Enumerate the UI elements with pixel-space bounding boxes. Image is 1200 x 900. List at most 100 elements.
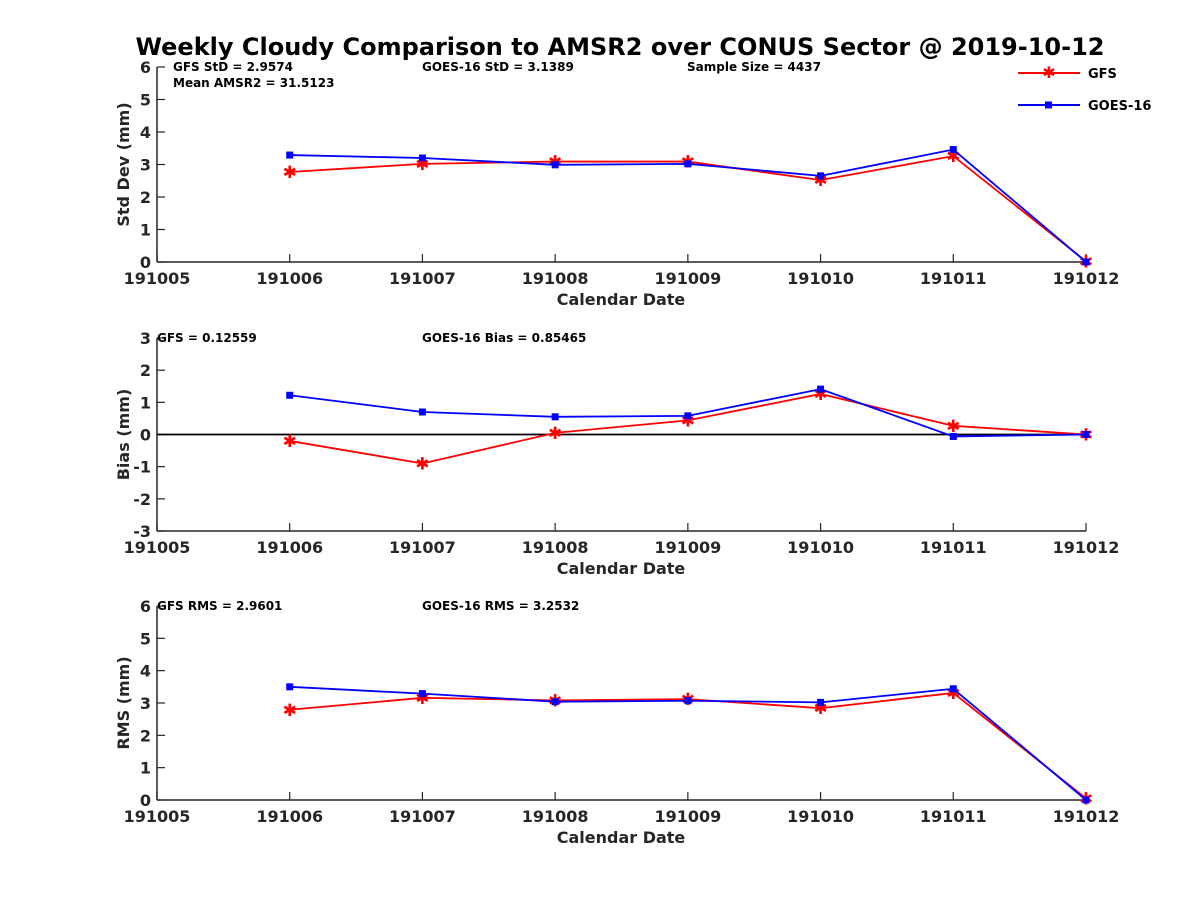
y-tick-label: -2 [133,490,151,509]
chart-legend: ✱ GFS GOES-16 [1018,63,1151,114]
stat-annotation: GOES-16 RMS = 3.2532 [422,599,579,613]
x-tick-label: 191008 [522,269,589,288]
legend-goes16-label: GOES-16 [1088,99,1151,114]
data-point-goes16 [286,391,294,399]
data-point-goes16 [949,685,957,693]
stat-annotation: Mean AMSR2 = 31.5123 [173,76,334,90]
stat-annotation: Sample Size = 4437 [687,60,821,74]
data-point-goes16 [1082,796,1090,804]
data-point-goes16 [817,698,825,706]
y-tick-label: 5 [140,91,151,110]
y-axis-label: RMS (mm) [114,656,133,749]
x-tick-label: 191009 [654,538,721,557]
x-tick-label: 191005 [124,269,191,288]
chart-panels: 191005 191006 191007 191008 191009 191010 1910… [114,58,1119,847]
y-tick-label: 0 [140,791,151,810]
chart-title: Weekly Cloudy Comparison to AMSR2 over C… [136,33,1105,61]
stat-annotation: GOES-16 StD = 3.1389 [422,60,574,74]
y-tick-label: 1 [140,759,151,778]
y-axis-label: Std Dev (mm) [114,102,133,226]
x-tick-label: 191008 [522,807,589,826]
data-point-gfs: ✱ [548,424,562,444]
data-point-gfs: ✱ [946,417,960,437]
x-tick-label: 191009 [654,269,721,288]
x-tick-label: 191010 [787,538,854,557]
panel-2: 191005 191006 191007 191008 191009 191010 1910… [114,329,1119,578]
x-tick-label: 191005 [124,807,191,826]
x-axis-label: Calendar Date [557,559,686,578]
data-point-gfs: ✱ [415,155,429,175]
data-point-goes16 [817,172,825,180]
y-tick-label: 4 [140,662,151,681]
data-point-gfs: ✱ [415,454,429,474]
data-point-goes16 [684,697,692,705]
y-tick-label: 2 [140,361,151,380]
legend-gfs-label: GFS [1088,67,1117,82]
data-point-gfs: ✱ [283,432,297,452]
x-tick-label: 191011 [920,269,987,288]
legend-goes16-marker [1045,101,1052,109]
data-point-goes16 [684,160,692,168]
data-point-gfs: ✱ [813,699,827,719]
y-tick-label: 1 [140,221,151,240]
panel-1: 191005 191006 191007 191008 191009 191010 1910… [114,58,1119,309]
y-tick-label: -1 [133,458,151,477]
panel-3: 191005 191006 191007 191008 191009 191010 1910… [114,597,1119,847]
data-point-goes16 [418,408,426,416]
data-point-gfs: ✱ [283,163,297,183]
x-tick-label: 191012 [1053,538,1120,557]
y-tick-label: 3 [140,694,151,713]
x-tick-label: 191006 [256,538,323,557]
data-point-goes16 [551,161,559,169]
data-point-goes16 [817,385,825,393]
y-tick-label: 0 [140,253,151,272]
y-tick-label: 4 [140,123,151,142]
y-tick-label: 3 [140,329,151,348]
stat-annotation: GFS StD = 2.9574 [173,60,293,74]
x-tick-label: 191012 [1053,807,1120,826]
data-point-goes16 [949,432,957,440]
x-tick-label: 191011 [920,538,987,557]
x-tick-label: 191006 [256,269,323,288]
x-tick-label: 191008 [522,538,589,557]
data-point-goes16 [684,412,692,420]
series-line-gfs [289,393,1087,465]
y-axis-label: Bias (mm) [114,389,133,481]
stat-annotation: GFS RMS = 2.9601 [157,599,282,613]
x-axis-label: Calendar Date [557,828,686,847]
data-point-gfs: ✱ [283,701,297,721]
y-tick-label: 6 [140,58,151,77]
data-point-goes16 [551,413,559,421]
x-tick-label: 191010 [787,269,854,288]
data-point-goes16 [949,146,957,154]
legend-gfs-marker: ✱ [1042,63,1055,82]
y-tick-label: 5 [140,629,151,648]
data-point-goes16 [286,683,294,691]
y-tick-label: 3 [140,156,151,175]
data-point-goes16 [1082,431,1090,438]
x-axis-label: Calendar Date [557,290,686,309]
data-point-goes16 [286,151,294,159]
y-tick-label: 2 [140,188,151,207]
stat-annotation: GOES-16 Bias = 0.85465 [422,331,586,345]
x-tick-label: 191011 [920,807,987,826]
x-tick-label: 191009 [654,807,721,826]
x-tick-label: 191007 [389,807,456,826]
y-tick-label: 2 [140,726,151,745]
x-tick-label: 191006 [256,807,323,826]
y-tick-label: 1 [140,393,151,412]
data-point-goes16 [418,690,426,698]
stat-annotation: GFS = 0.12559 [157,331,257,345]
y-tick-label: 0 [140,426,151,445]
y-tick-label: 6 [140,597,151,616]
data-point-goes16 [418,154,426,162]
data-point-goes16 [551,698,559,706]
x-tick-label: 191007 [389,538,456,557]
x-tick-label: 191007 [389,269,456,288]
y-tick-label: -3 [133,522,151,541]
x-tick-label: 191010 [787,807,854,826]
x-tick-label: 191005 [124,538,191,557]
x-tick-label: 191012 [1053,269,1120,288]
data-point-goes16 [1082,258,1090,266]
